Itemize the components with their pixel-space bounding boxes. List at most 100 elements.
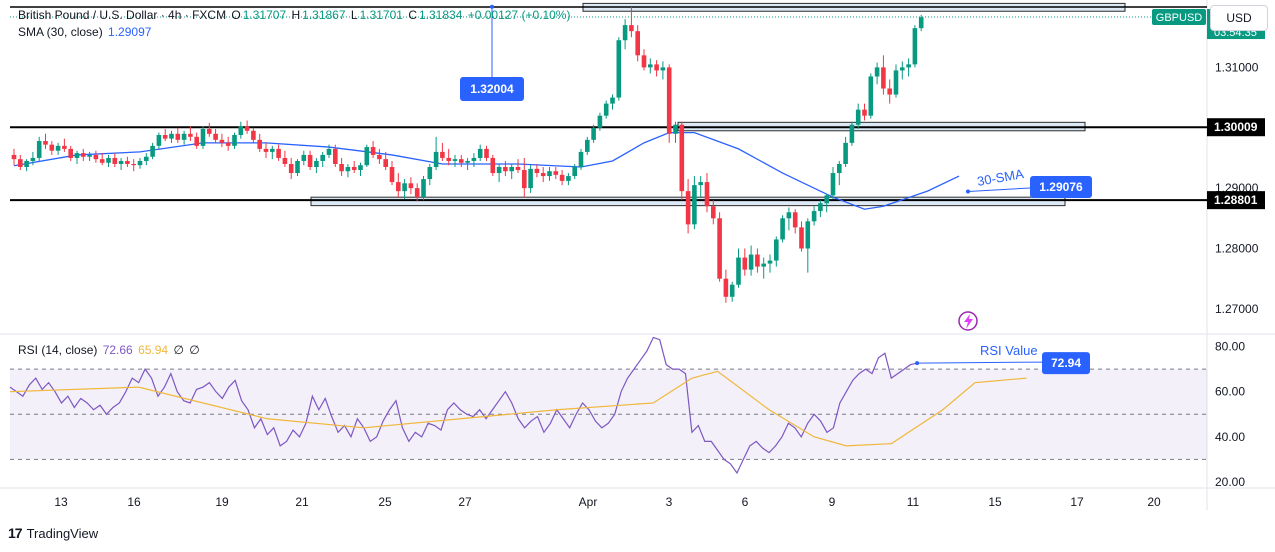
candle-body xyxy=(906,64,911,68)
ohlc-open-value: 1.31707 xyxy=(242,8,287,22)
time-axis-tick: 13 xyxy=(54,495,68,509)
rsi-extra-1: ∅ xyxy=(173,343,184,357)
candle-body xyxy=(723,278,729,297)
candle-body xyxy=(459,159,464,163)
candle-body xyxy=(377,154,382,160)
candle-body xyxy=(351,167,357,171)
candle-body xyxy=(301,154,307,161)
candle-body xyxy=(257,139,262,149)
ohlc-low-label: L xyxy=(350,8,358,22)
candle-body xyxy=(553,171,559,175)
candle-body xyxy=(893,70,899,95)
symbol-tag-text: GBPUSD xyxy=(1156,12,1203,24)
candle-body xyxy=(673,124,678,134)
level-price-text: 1.28801 xyxy=(1214,193,1258,207)
rsi-line xyxy=(9,336,918,475)
annotation-dot xyxy=(490,4,494,9)
candle-body xyxy=(263,148,269,152)
candle-body xyxy=(484,148,489,158)
candle-body xyxy=(547,171,552,177)
rsi-legend: RSI (14, close) 72.66 65.94 ∅ ∅ xyxy=(18,343,202,357)
candle-body xyxy=(427,167,433,180)
level-price-tag xyxy=(1207,118,1265,137)
candle-body xyxy=(238,126,244,136)
candle-body xyxy=(729,284,735,297)
time-axis-tick: 17 xyxy=(1070,495,1084,509)
candle-body xyxy=(755,254,760,267)
events-icon xyxy=(958,311,978,331)
candle-body xyxy=(213,133,218,140)
rsi-axis-tick: 60.00 xyxy=(1215,385,1245,399)
rsi-value: 72.66 xyxy=(102,343,133,357)
candle-body xyxy=(87,154,92,157)
candle-body xyxy=(125,160,130,164)
candle-body xyxy=(433,151,439,167)
candle-body xyxy=(452,159,458,161)
symbol-tag xyxy=(1152,9,1206,26)
candle-body xyxy=(106,157,111,163)
rsi-annotation-dot xyxy=(915,361,920,366)
candle-body xyxy=(68,148,73,158)
candle-body xyxy=(767,260,773,264)
candle-body xyxy=(528,168,533,189)
annotation-box xyxy=(460,77,524,101)
axes-layer: 1.310001.290001.280001.2700080.0060.0040… xyxy=(54,60,1258,509)
candle-body xyxy=(358,165,363,171)
annotations-layer: 1.32004 1.29076 30-SMA 72.94 RSI Value xyxy=(460,4,1092,375)
candle-body xyxy=(805,221,811,249)
candle-body xyxy=(36,141,42,158)
level-price-text: 1.30009 xyxy=(1214,120,1258,134)
ohlc-high-label: H xyxy=(291,8,301,22)
candle-body xyxy=(81,153,86,157)
candle-body xyxy=(74,153,80,158)
time-axis-tick: 20 xyxy=(1147,495,1161,509)
candle-body xyxy=(692,185,697,225)
candle-body xyxy=(156,135,162,146)
candle-body xyxy=(711,206,716,219)
rsi-label: RSI (14, close) xyxy=(18,343,98,357)
currency-button[interactable]: USD xyxy=(1210,5,1268,31)
candle-body xyxy=(679,124,685,192)
time-axis-tick: 15 xyxy=(988,495,1002,509)
candle-body xyxy=(345,167,351,172)
candle-body xyxy=(270,148,275,152)
candle-body xyxy=(396,182,401,192)
tradingview-mark-icon: 17 xyxy=(8,525,23,541)
candle-body xyxy=(333,148,338,164)
candle-body xyxy=(635,31,640,56)
time-axis-tick: 11 xyxy=(907,495,920,509)
candle-body xyxy=(339,163,344,172)
candle-body xyxy=(200,128,206,146)
sma-annotation-dot xyxy=(966,189,970,194)
candle-body xyxy=(616,40,622,98)
candle-body xyxy=(748,254,754,270)
candle-body xyxy=(169,133,174,139)
ohlc-close-label: C xyxy=(408,8,417,22)
candle-body xyxy=(503,167,508,172)
candle-body xyxy=(30,157,36,161)
candle-body xyxy=(295,160,300,174)
candle-body xyxy=(786,212,792,219)
rsi-ma-line xyxy=(9,370,1027,447)
candle-body xyxy=(799,227,804,249)
rsi-annotation-box xyxy=(1042,352,1090,375)
candle-body xyxy=(11,154,17,160)
candle-body xyxy=(622,25,628,41)
candle-body xyxy=(414,188,420,198)
time-axis-tick: 21 xyxy=(295,495,309,509)
rsi-axis-tick: 20.00 xyxy=(1215,475,1245,489)
candle-body xyxy=(112,157,118,164)
candle-body xyxy=(49,144,55,151)
candle-body xyxy=(818,203,823,212)
candle-body xyxy=(24,160,29,167)
candle-body xyxy=(792,212,798,228)
candle-body xyxy=(207,128,212,134)
sma-annotation-label: 30-SMA xyxy=(976,166,1025,189)
candle-body xyxy=(603,103,609,116)
candle-body xyxy=(43,141,48,145)
candle-body xyxy=(862,109,867,116)
sma-value: 1.29097 xyxy=(108,25,152,39)
candle-body xyxy=(830,173,836,196)
candle-body xyxy=(522,170,527,189)
